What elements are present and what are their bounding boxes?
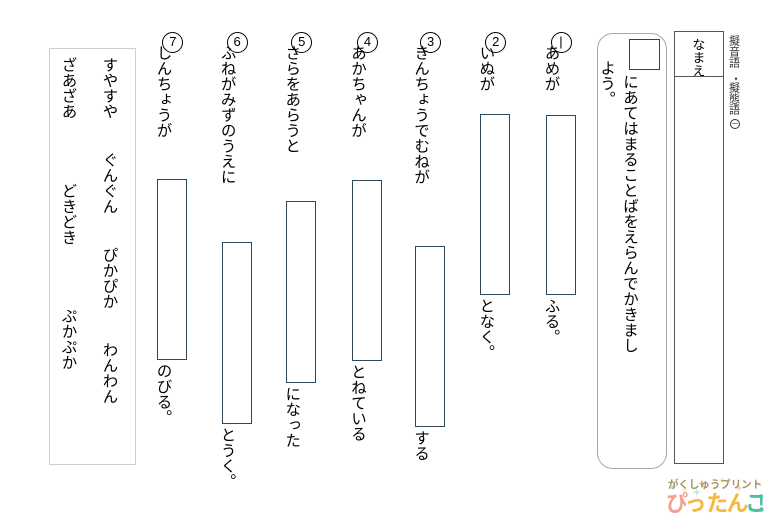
svg-text:!: ! [757,487,765,518]
svg-text:った: った [684,487,728,518]
